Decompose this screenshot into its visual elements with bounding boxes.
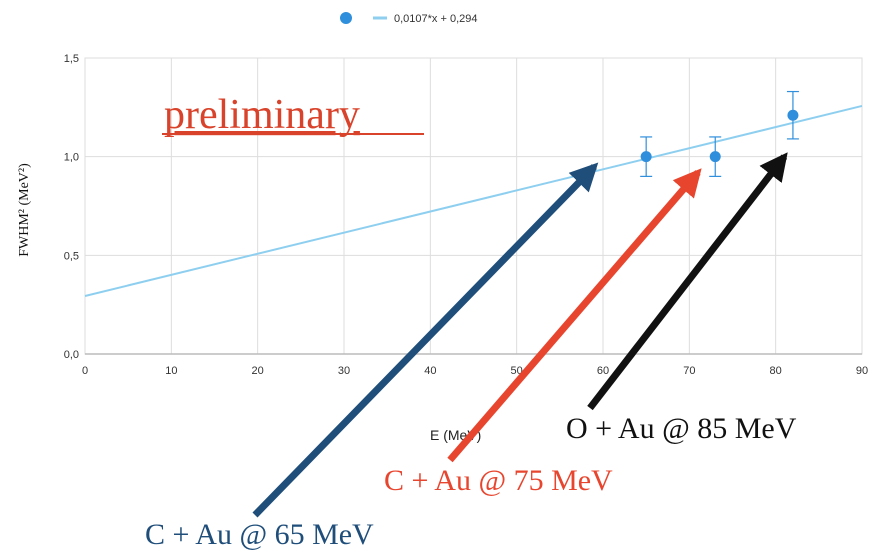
data-points — [640, 90, 799, 177]
x-tick-label: 60 — [597, 365, 609, 377]
data-point — [787, 109, 799, 121]
annotation-c-au-65: C + Au @ 65 MeV — [145, 518, 374, 551]
arrow-c-au-65 — [252, 162, 599, 518]
y-axis-label: FWHM² (MeV²) — [17, 163, 32, 257]
x-tick-label: 10 — [165, 365, 177, 377]
x-tick-label: 70 — [683, 365, 695, 377]
x-tick-label: 30 — [338, 365, 350, 377]
data-point — [640, 151, 652, 163]
y-tick-label: 1,0 — [64, 152, 79, 164]
annotation-o-au-85: O + Au @ 85 MeV — [566, 412, 797, 445]
fit-line-group — [84, 104, 863, 297]
data-point — [709, 151, 721, 163]
axes: 0 10 20 30 40 50 60 70 80 900,00,51,01,5 — [64, 53, 868, 377]
arrow-o-au-85 — [587, 152, 788, 411]
x-tick-label: 90 — [856, 365, 868, 377]
legend: 0,0107*x + 0,294 — [340, 12, 478, 25]
annotation-c-au-75: C + Au @ 75 MeV — [384, 464, 613, 497]
x-tick-label: 0 — [82, 365, 88, 377]
legend-fit-label: 0,0107*x + 0,294 — [394, 13, 478, 25]
x-tick-label: 80 — [770, 365, 782, 377]
legend-marker — [340, 12, 352, 24]
y-tick-label: 0,5 — [64, 250, 79, 262]
fit-line — [84, 104, 863, 297]
y-tick-label: 0,0 — [64, 349, 79, 361]
annotation-arrows — [252, 152, 788, 518]
preliminary-label: preliminary — [164, 92, 360, 138]
x-tick-label: 40 — [424, 365, 436, 377]
arrow-c-au-75 — [447, 168, 702, 463]
y-tick-label: 1,5 — [64, 53, 79, 65]
x-tick-label: 20 — [252, 365, 264, 377]
